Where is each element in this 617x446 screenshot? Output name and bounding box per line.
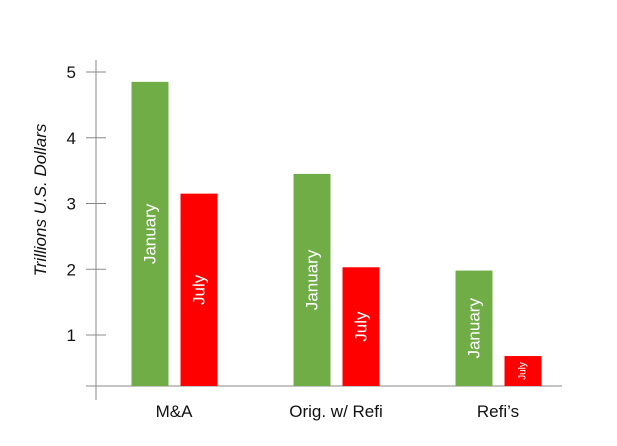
y-tick-label: 4 xyxy=(67,129,76,148)
bar-july xyxy=(342,267,380,386)
y-axis-title: Trillions U.S. Dollars xyxy=(31,123,50,276)
bar-july xyxy=(180,193,218,386)
bar-series-label: July xyxy=(190,274,209,305)
bar-january xyxy=(293,173,331,386)
y-tick-label: 2 xyxy=(67,260,76,279)
y-tick-label: 1 xyxy=(67,326,76,345)
bar-series-label: January xyxy=(465,298,484,359)
y-axis: 1 2 3 4 5 xyxy=(67,60,106,400)
bar-series-label: January xyxy=(141,203,160,264)
bar-series-label: July xyxy=(518,362,529,380)
y-tick-label: 3 xyxy=(67,195,76,214)
x-category-label: Orig. w/ Refi xyxy=(289,402,383,421)
bar-july xyxy=(504,356,542,386)
bar-january xyxy=(131,81,169,387)
bars: January January January July July July xyxy=(131,81,542,387)
bar-series-label: July xyxy=(352,311,371,342)
x-category-label: M&A xyxy=(156,402,194,421)
y-tick-label: 5 xyxy=(67,63,76,82)
bar-series-label: January xyxy=(303,249,322,310)
x-category-label: Refi’s xyxy=(477,402,519,421)
bar-january xyxy=(455,270,493,386)
x-axis: M&A Orig. w/ Refi Refi’s xyxy=(86,385,562,421)
